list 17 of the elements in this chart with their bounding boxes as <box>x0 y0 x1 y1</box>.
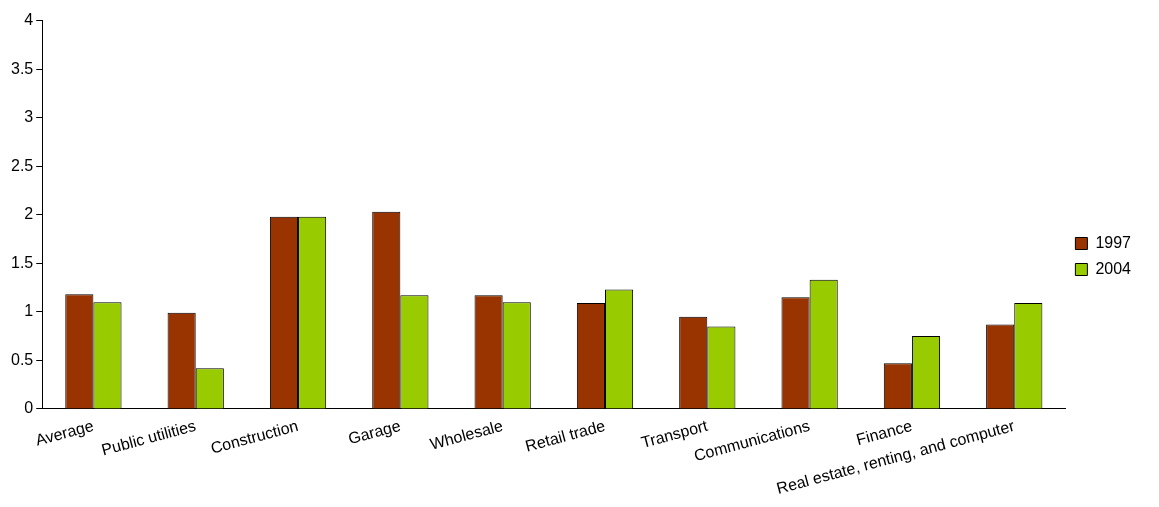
x-tick-label: Retail trade <box>523 416 607 455</box>
y-tick-label: 0 <box>24 399 34 417</box>
y-tick-label: 1 <box>24 302 34 320</box>
x-tick-label: Finance <box>854 416 914 449</box>
y-tick-label: 3.5 <box>10 59 34 77</box>
y-tick-label: 2 <box>24 205 34 223</box>
x-tick-label: Garage <box>346 416 403 448</box>
y-tick-label: 4 <box>24 11 34 29</box>
x-tick-label: Average <box>33 416 96 449</box>
y-tick-label: 3 <box>24 108 34 126</box>
y-tick-label: 0.5 <box>10 350 34 368</box>
y-tick-label: 2.5 <box>10 156 34 174</box>
legend-label: 2004 <box>1095 259 1132 277</box>
legend-label: 1997 <box>1095 233 1132 251</box>
x-tick-label: Wholesale <box>428 416 505 453</box>
x-tick-label: Public utilities <box>99 416 198 459</box>
y-tick-label: 1.5 <box>10 253 34 271</box>
